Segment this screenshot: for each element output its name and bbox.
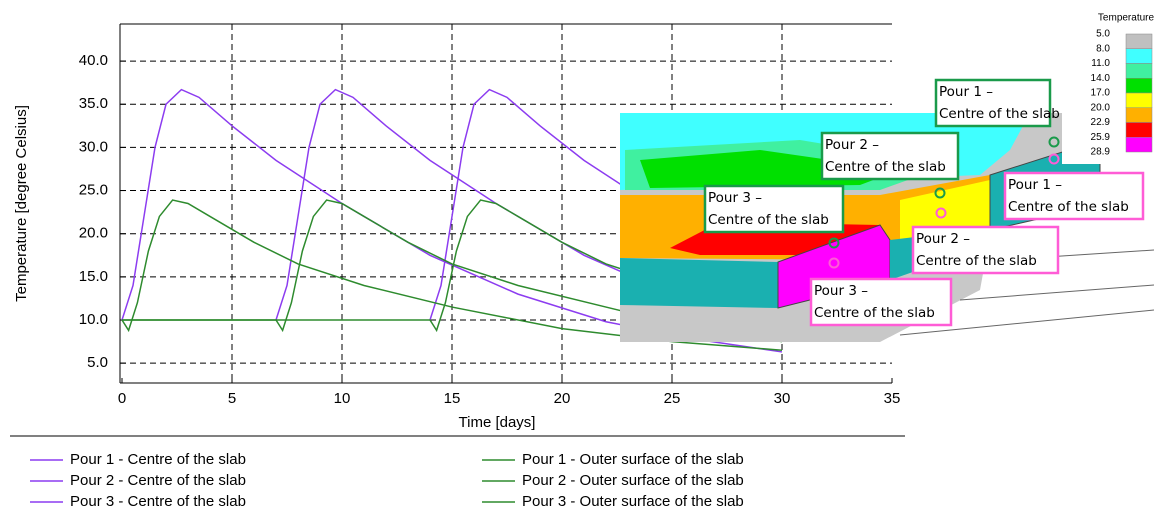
x-tick-label: 5 bbox=[228, 390, 236, 407]
y-tick-label: 20.0 bbox=[79, 225, 108, 242]
callout-text: Centre of the slab bbox=[708, 212, 829, 228]
colorbar-swatch bbox=[1126, 93, 1152, 108]
legend-label: Pour 3 - Centre of the slab bbox=[70, 493, 246, 510]
colorbar-swatch bbox=[1126, 34, 1152, 49]
legend-label: Pour 1 - Outer surface of the slab bbox=[522, 451, 744, 468]
x-tick-label: 25 bbox=[664, 390, 681, 407]
slab-side bbox=[620, 258, 778, 308]
x-tick-label: 30 bbox=[774, 390, 791, 407]
colorbar-label: 17.0 bbox=[1091, 88, 1111, 99]
x-tick-label: 0 bbox=[118, 390, 126, 407]
colorbar-label: 28.9 bbox=[1091, 147, 1111, 158]
callout-text: Pour 2 – bbox=[916, 231, 970, 247]
colorbar-label: 25.9 bbox=[1091, 132, 1111, 143]
colorbar-label: 14.0 bbox=[1091, 73, 1111, 84]
x-axis-label: Time [days] bbox=[459, 414, 536, 431]
colorbar-label: 22.9 bbox=[1091, 117, 1111, 128]
legend: Pour 1 - Centre of the slab Pour 2 - Cent… bbox=[10, 436, 905, 510]
y-tick-label: 10.0 bbox=[79, 311, 108, 328]
y-tick-label: 15.0 bbox=[79, 268, 108, 285]
x-tick-label: 10 bbox=[334, 390, 351, 407]
legend-label: Pour 3 - Outer surface of the slab bbox=[522, 493, 744, 510]
chart: 5.0 10.0 15.0 20.0 25.0 30.0 35.0 40.0 0 5 10 15 20 2… bbox=[0, 0, 1154, 513]
callout-text: Pour 1 – bbox=[1008, 177, 1062, 193]
colorbar: Temperature 5.0 8.0 11.0 14.0 17.0 20.0 22.9 25.… bbox=[1062, 8, 1154, 164]
x-tick-label: 35 bbox=[884, 390, 901, 407]
colorbar-swatch bbox=[1126, 123, 1152, 138]
y-tick-label: 30.0 bbox=[79, 138, 108, 155]
callout-text: Centre of the slab bbox=[916, 253, 1037, 269]
y-tick-label: 35.0 bbox=[79, 95, 108, 112]
callout-text: Pour 3 – bbox=[814, 283, 868, 299]
colorbar-swatch bbox=[1126, 137, 1152, 152]
colorbar-label: 11.0 bbox=[1091, 58, 1110, 69]
x-tick-label: 20 bbox=[554, 390, 571, 407]
callout-text: Pour 1 – bbox=[939, 84, 993, 100]
colorbar-label: 5.0 bbox=[1096, 29, 1110, 40]
callout-text: Pour 2 – bbox=[825, 137, 879, 153]
y-tick-label: 5.0 bbox=[87, 354, 108, 371]
legend-label: Pour 1 - Centre of the slab bbox=[70, 451, 246, 468]
y-axis-label: Temperature [degree Celsius] bbox=[13, 105, 30, 302]
legend-label: Pour 2 - Centre of the slab bbox=[70, 472, 246, 489]
x-tick-label: 15 bbox=[444, 390, 461, 407]
colorbar-swatch bbox=[1126, 64, 1152, 79]
callout-text: Pour 3 – bbox=[708, 190, 762, 206]
colorbar-label: 8.0 bbox=[1096, 43, 1110, 54]
legend-label: Pour 2 - Outer surface of the slab bbox=[522, 472, 744, 489]
callout-text: Centre of the slab bbox=[1008, 199, 1129, 215]
colorbar-label: 20.0 bbox=[1091, 102, 1111, 113]
y-tick-label: 25.0 bbox=[79, 182, 108, 199]
y-tick-label: 40.0 bbox=[79, 52, 108, 69]
callout-text: Centre of the slab bbox=[825, 159, 946, 175]
colorbar-swatch bbox=[1126, 78, 1152, 93]
colorbar-swatch bbox=[1126, 49, 1152, 64]
callout-text: Centre of the slab bbox=[814, 305, 935, 321]
colorbar-swatch bbox=[1126, 108, 1152, 123]
callout-text: Centre of the slab bbox=[939, 106, 1060, 122]
colorbar-title: Temperature bbox=[1098, 13, 1154, 24]
